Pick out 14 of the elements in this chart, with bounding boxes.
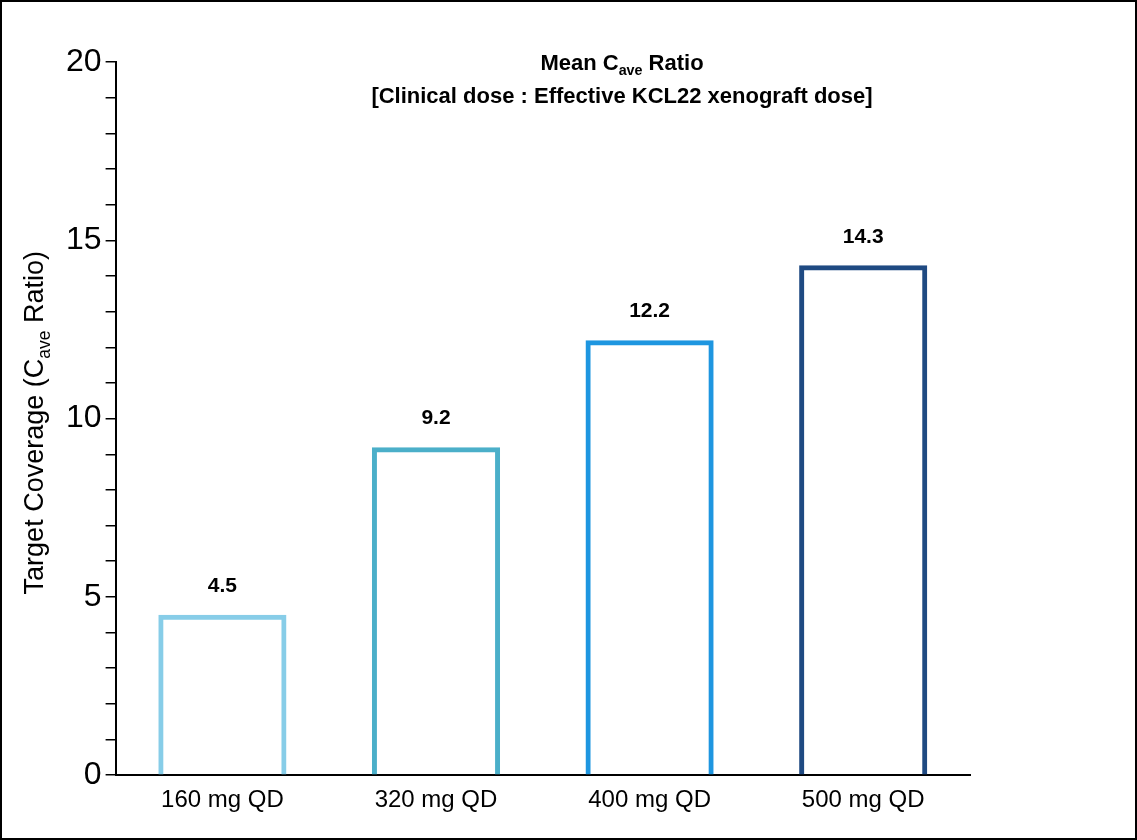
y-tick-label: 15 bbox=[66, 220, 102, 257]
data-label: 14.3 bbox=[842, 223, 884, 247]
x-tick-label: 500 mg QD bbox=[801, 785, 925, 813]
y-tick-label: 20 bbox=[66, 41, 102, 78]
y-tick-label: 10 bbox=[66, 398, 102, 435]
data-label: 4.5 bbox=[207, 573, 238, 597]
y-tick-label: 0 bbox=[83, 755, 102, 792]
y-tick-label: 5 bbox=[83, 576, 102, 613]
data-label: 12.2 bbox=[629, 298, 671, 322]
data-label: 9.2 bbox=[421, 405, 451, 429]
chart-title: Mean C$_{ave}$ Ratio [Clinical dose : Effective KCL22 xenograft dose] bbox=[370, 50, 874, 110]
x-tick-label: 400 mg QD bbox=[588, 785, 711, 813]
x-tick-label: 160 mg QD bbox=[161, 785, 284, 813]
x-tick-label: 320 mg QD bbox=[374, 785, 498, 813]
